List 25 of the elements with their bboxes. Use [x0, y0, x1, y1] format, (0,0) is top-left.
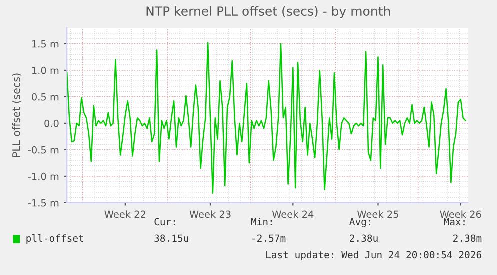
- text: 2.38m: [454, 234, 482, 242]
- x-tick-label: Week 23: [190, 210, 231, 218]
- text: 38.15u: [154, 234, 188, 242]
- y-tick-label: 1.0 m: [32, 66, 59, 74]
- y-tick-label: 0.0: [44, 120, 59, 128]
- x-tick-label: Week 25: [358, 210, 398, 218]
- text: 2.38u: [350, 234, 378, 242]
- line-series: [67, 42, 466, 194]
- y-axis-title: PLL offset (secs): [12, 74, 22, 158]
- text: Max:: [444, 218, 465, 226]
- legend-label: pll-offset: [26, 234, 84, 244]
- y-tick-label: -1.5 m: [28, 200, 59, 207]
- x-tick-label: Week 24: [272, 210, 314, 218]
- y-tick-label: 1.5 m: [32, 40, 59, 48]
- y-tick-label: -0.5 m: [28, 146, 59, 154]
- text: Last update: Wed Jun 24 20:00:54 2026: [266, 251, 482, 260]
- text: Avg:: [350, 218, 370, 228]
- text: -2.57m: [252, 234, 286, 242]
- x-tick-label: Week 22: [104, 210, 146, 218]
- x-tick-label: Week 26: [440, 210, 482, 218]
- y-tick-label: -1.0 m: [28, 172, 59, 180]
- text: Cur:: [154, 218, 176, 226]
- text: Min:: [251, 218, 272, 226]
- chart-title: NTP kernel PLL offset (secs) - by month: [146, 6, 390, 18]
- y-tick-label: 0.5 m: [32, 93, 59, 101]
